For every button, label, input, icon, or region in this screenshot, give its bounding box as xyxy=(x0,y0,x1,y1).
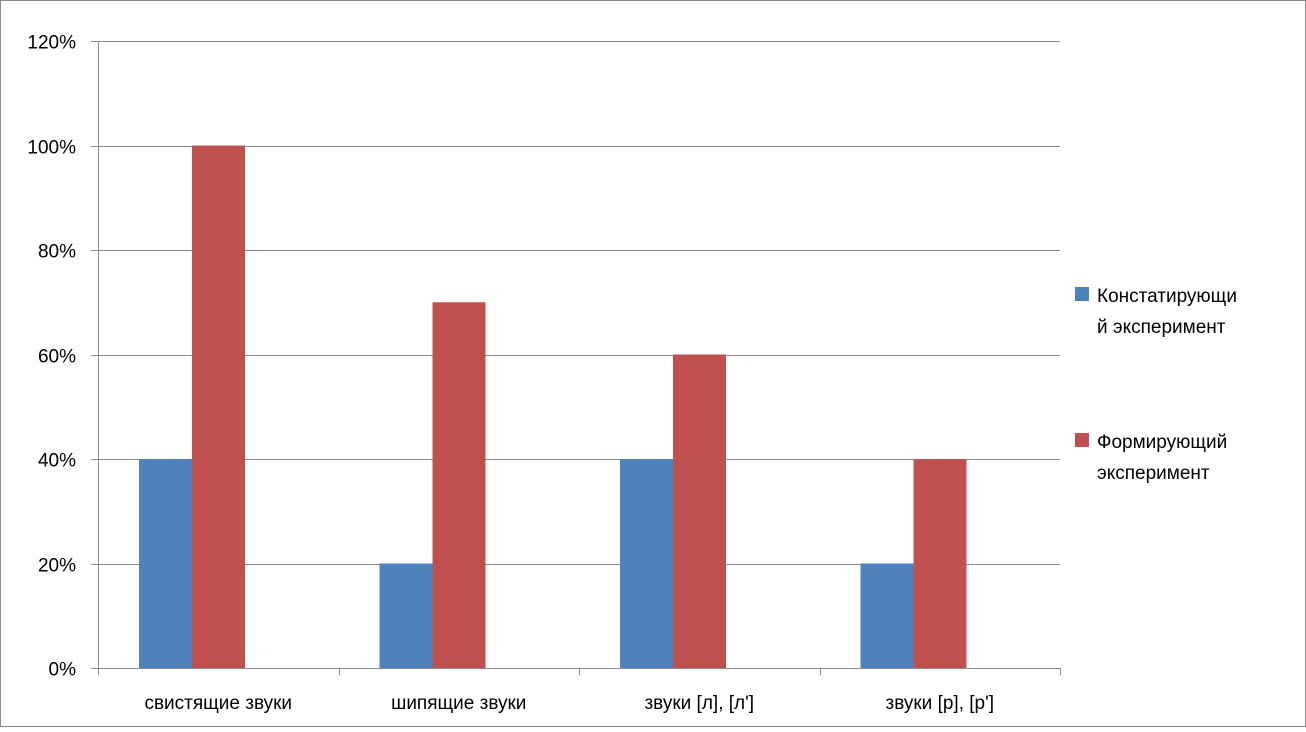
x-category-label: свистящие звуки xyxy=(144,693,292,714)
x-category-label: звуки [л], [л'] xyxy=(644,693,754,714)
legend-swatch xyxy=(1075,287,1089,301)
legend-label: Констатирующи xyxy=(1097,286,1237,307)
x-category-label: шипящие звуки xyxy=(391,693,526,714)
bars xyxy=(139,145,967,668)
bar-forming-3 xyxy=(913,459,967,668)
y-tick-label: 120% xyxy=(27,33,76,54)
legend-label: Формирующий xyxy=(1097,432,1227,453)
bar-forming-1 xyxy=(432,302,486,668)
bar-forming-0 xyxy=(192,145,245,668)
y-tick-label: 60% xyxy=(38,347,76,368)
y-tick-label: 40% xyxy=(38,451,76,472)
y-tick-label: 0% xyxy=(49,660,77,681)
y-tick-labels: 0% 20% 40% 60% 80% 100% 120% xyxy=(27,33,76,681)
y-tick-label: 100% xyxy=(27,138,76,159)
bar-constating-3 xyxy=(860,563,914,668)
legend-swatch xyxy=(1075,433,1089,447)
bar-forming-2 xyxy=(673,354,726,668)
axes xyxy=(91,41,1061,675)
y-tick-label: 20% xyxy=(38,556,76,577)
x-category-label: звуки [р], [р'] xyxy=(885,693,994,714)
bar-constating-2 xyxy=(620,459,673,668)
x-category-labels: свистящие звуки шипящие звуки звуки [л], [… xyxy=(144,693,994,714)
legend-label: й эксперимент xyxy=(1097,317,1226,338)
y-tick-label: 80% xyxy=(38,242,76,263)
legend: Констатирующи й эксперимент Формирующий экс… xyxy=(1075,286,1237,484)
bar-constating-0 xyxy=(139,459,192,668)
bar-constating-1 xyxy=(379,563,433,668)
legend-label: эксперимент xyxy=(1097,463,1210,484)
